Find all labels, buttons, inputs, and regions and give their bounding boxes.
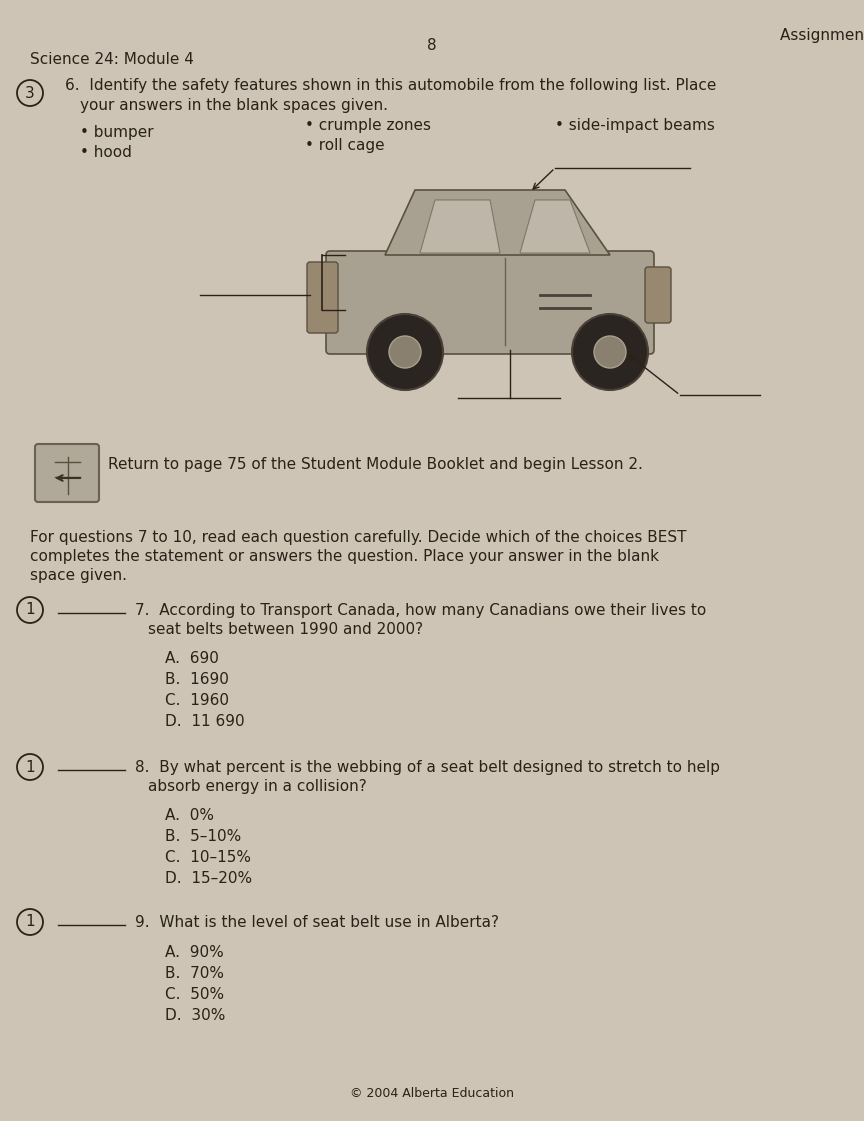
- Text: • side-impact beams: • side-impact beams: [555, 118, 715, 133]
- Text: C.  50%: C. 50%: [165, 986, 224, 1002]
- Circle shape: [572, 314, 648, 390]
- Text: • crumple zones: • crumple zones: [305, 118, 431, 133]
- Text: 8.  By what percent is the webbing of a seat belt designed to stretch to help: 8. By what percent is the webbing of a s…: [135, 760, 720, 775]
- Text: C.  1960: C. 1960: [165, 693, 229, 708]
- Text: A.  690: A. 690: [165, 651, 219, 666]
- Circle shape: [594, 336, 626, 368]
- Circle shape: [389, 336, 421, 368]
- Text: C.  10–15%: C. 10–15%: [165, 850, 251, 865]
- Text: A.  0%: A. 0%: [165, 808, 214, 823]
- Text: Return to page 75 of the Student Module Booklet and begin Lesson 2.: Return to page 75 of the Student Module …: [108, 457, 643, 472]
- Text: 7.  According to Transport Canada, how many Canadians owe their lives to: 7. According to Transport Canada, how ma…: [135, 603, 706, 618]
- Text: • hood: • hood: [80, 145, 132, 160]
- Text: 9.  What is the level of seat belt use in Alberta?: 9. What is the level of seat belt use in…: [135, 915, 499, 930]
- Text: 1: 1: [25, 915, 35, 929]
- Text: 6.  Identify the safety features shown in this automobile from the following lis: 6. Identify the safety features shown in…: [65, 78, 716, 93]
- FancyBboxPatch shape: [645, 267, 671, 323]
- Text: seat belts between 1990 and 2000?: seat belts between 1990 and 2000?: [148, 622, 423, 637]
- FancyBboxPatch shape: [35, 444, 99, 502]
- Text: B.  1690: B. 1690: [165, 671, 229, 687]
- Polygon shape: [520, 200, 590, 253]
- Polygon shape: [385, 189, 610, 254]
- Text: 1: 1: [25, 760, 35, 775]
- Text: Assignment Booklet: Assignment Booklet: [780, 28, 864, 43]
- Text: D.  11 690: D. 11 690: [165, 714, 245, 729]
- Text: © 2004 Alberta Education: © 2004 Alberta Education: [350, 1087, 514, 1100]
- Circle shape: [367, 314, 443, 390]
- Text: • bumper: • bumper: [80, 126, 154, 140]
- Text: space given.: space given.: [30, 568, 127, 583]
- Text: your answers in the blank spaces given.: your answers in the blank spaces given.: [80, 98, 388, 113]
- Text: Science 24: Module 4: Science 24: Module 4: [30, 52, 194, 67]
- Text: 3: 3: [25, 85, 35, 101]
- Text: absorb energy in a collision?: absorb energy in a collision?: [148, 779, 366, 794]
- FancyBboxPatch shape: [307, 262, 338, 333]
- Text: D.  30%: D. 30%: [165, 1008, 226, 1023]
- Text: B.  70%: B. 70%: [165, 966, 224, 981]
- Text: A.  90%: A. 90%: [165, 945, 224, 960]
- Text: For questions 7 to 10, read each question carefully. Decide which of the choices: For questions 7 to 10, read each questio…: [30, 530, 687, 545]
- Polygon shape: [420, 200, 500, 253]
- Text: B.  5–10%: B. 5–10%: [165, 830, 241, 844]
- Text: 8: 8: [427, 38, 437, 53]
- Text: • roll cage: • roll cage: [305, 138, 384, 152]
- Text: 1: 1: [25, 602, 35, 618]
- Text: D.  15–20%: D. 15–20%: [165, 871, 252, 886]
- Text: completes the statement or answers the question. Place your answer in the blank: completes the statement or answers the q…: [30, 549, 659, 564]
- FancyBboxPatch shape: [326, 251, 654, 354]
